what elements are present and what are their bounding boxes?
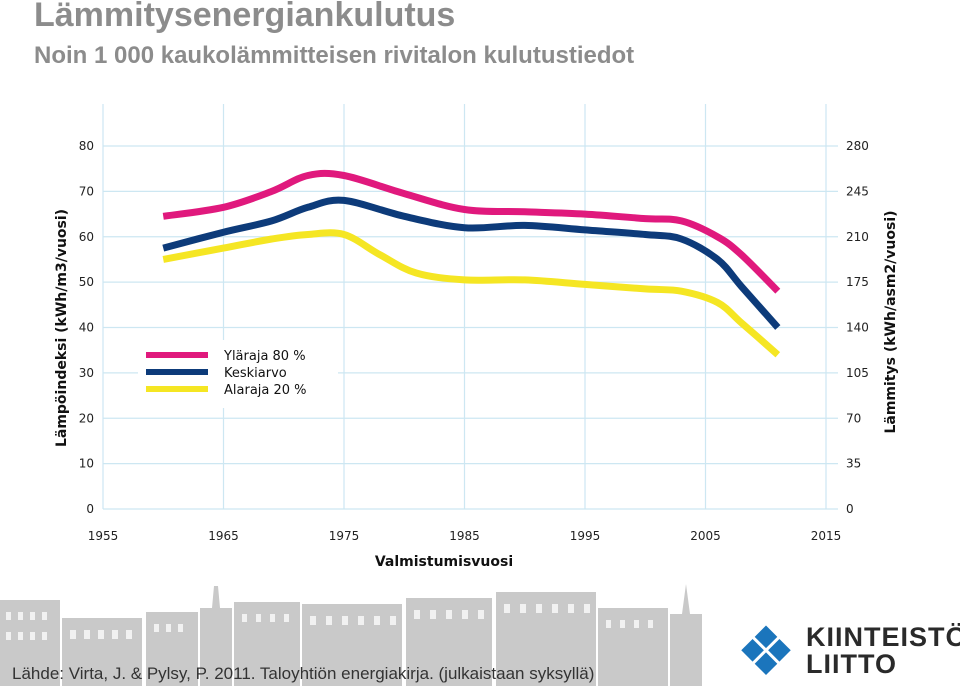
x-tick-label: 2005 [690, 529, 721, 543]
y2-axis-ticks: 0 35 70 105 140 175 210 245 280 [846, 139, 869, 516]
city-skyline-image [0, 584, 702, 686]
y2-tick-label: 210 [846, 230, 869, 244]
legend-label-lower: Alaraja 20 % [224, 383, 307, 398]
y2-tick-label: 280 [846, 139, 869, 153]
y-tick-label: 50 [79, 275, 94, 289]
logo-diamond-icon [741, 625, 791, 676]
y-axis-title: Lämpöindeksi (kWh/m3/vuosi) [54, 209, 70, 447]
x-axis-title: Valmistumisvuosi [375, 554, 513, 570]
legend: Yläraja 80 % Keskiarvo Alaraja 20 % [146, 349, 307, 398]
chart: 0 10 20 30 40 50 60 70 80 0 35 70 105 140 175 210 245 28… [54, 104, 899, 570]
logo-line-1: KIINTEISTÖ [806, 622, 960, 652]
y2-tick-label: 140 [846, 321, 869, 335]
series-line-mean [162, 196, 781, 330]
y-tick-label: 60 [79, 230, 94, 244]
y2-tick-label: 245 [846, 184, 869, 198]
y2-tick-label: 0 [846, 502, 854, 516]
source-note: Lähde: Virta, J. & Pylsy, P. 2011. Taloy… [12, 664, 595, 683]
x-tick-label: 1955 [88, 529, 119, 543]
y2-tick-label: 175 [846, 275, 869, 289]
y-tick-label: 80 [79, 139, 94, 153]
y-axis-ticks: 0 10 20 30 40 50 60 70 80 [79, 139, 94, 516]
x-axis-ticks: 1955 1965 1975 1985 1995 2005 2015 [88, 529, 842, 543]
y-tick-label: 30 [79, 366, 94, 380]
series-group [162, 169, 781, 358]
legend-label-upper: Yläraja 80 % [223, 349, 306, 364]
x-tick-label: 1985 [449, 529, 480, 543]
x-tick-label: 1975 [329, 529, 360, 543]
x-tick-label: 2015 [811, 529, 842, 543]
legend-label-mean: Keskiarvo [224, 366, 287, 381]
y2-tick-label: 105 [846, 366, 869, 380]
y2-tick-label: 70 [846, 411, 861, 425]
series-line-upper [162, 169, 781, 294]
series-line-lower [162, 229, 781, 358]
y2-tick-label: 35 [846, 457, 861, 471]
y-tick-label: 20 [79, 411, 94, 425]
y2-axis-title: Lämmitys (kWh/asm2/vuosi) [883, 210, 899, 433]
chart-subtitle: Noin 1 000 kaukolämmitteisen rivitalon k… [34, 42, 635, 69]
kiinteistoliitto-logo: KIINTEISTÖ LIITTO [734, 620, 960, 682]
x-tick-label: 1965 [208, 529, 239, 543]
y-tick-label: 70 [79, 184, 94, 198]
y-tick-label: 10 [79, 457, 94, 471]
logo-text: KIINTEISTÖ LIITTO [806, 624, 960, 678]
y-tick-label: 0 [86, 502, 94, 516]
logo-line-2: LIITTO [806, 649, 897, 679]
y-tick-label: 40 [79, 321, 94, 335]
x-tick-label: 1995 [570, 529, 601, 543]
chart-title: Lämmitysenergiankulutus [34, 0, 456, 34]
